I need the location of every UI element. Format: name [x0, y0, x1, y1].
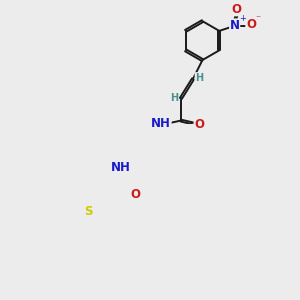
Text: H: H — [170, 93, 178, 103]
Text: +: + — [239, 14, 246, 23]
Text: O: O — [246, 18, 256, 31]
Text: ⁻: ⁻ — [255, 14, 260, 24]
Text: N: N — [230, 19, 240, 32]
Text: NH: NH — [151, 117, 171, 130]
Text: H: H — [195, 73, 203, 82]
Text: O: O — [231, 3, 241, 16]
Text: NH: NH — [111, 161, 131, 174]
Text: S: S — [84, 206, 93, 218]
Text: O: O — [131, 188, 141, 201]
Text: O: O — [194, 118, 204, 131]
